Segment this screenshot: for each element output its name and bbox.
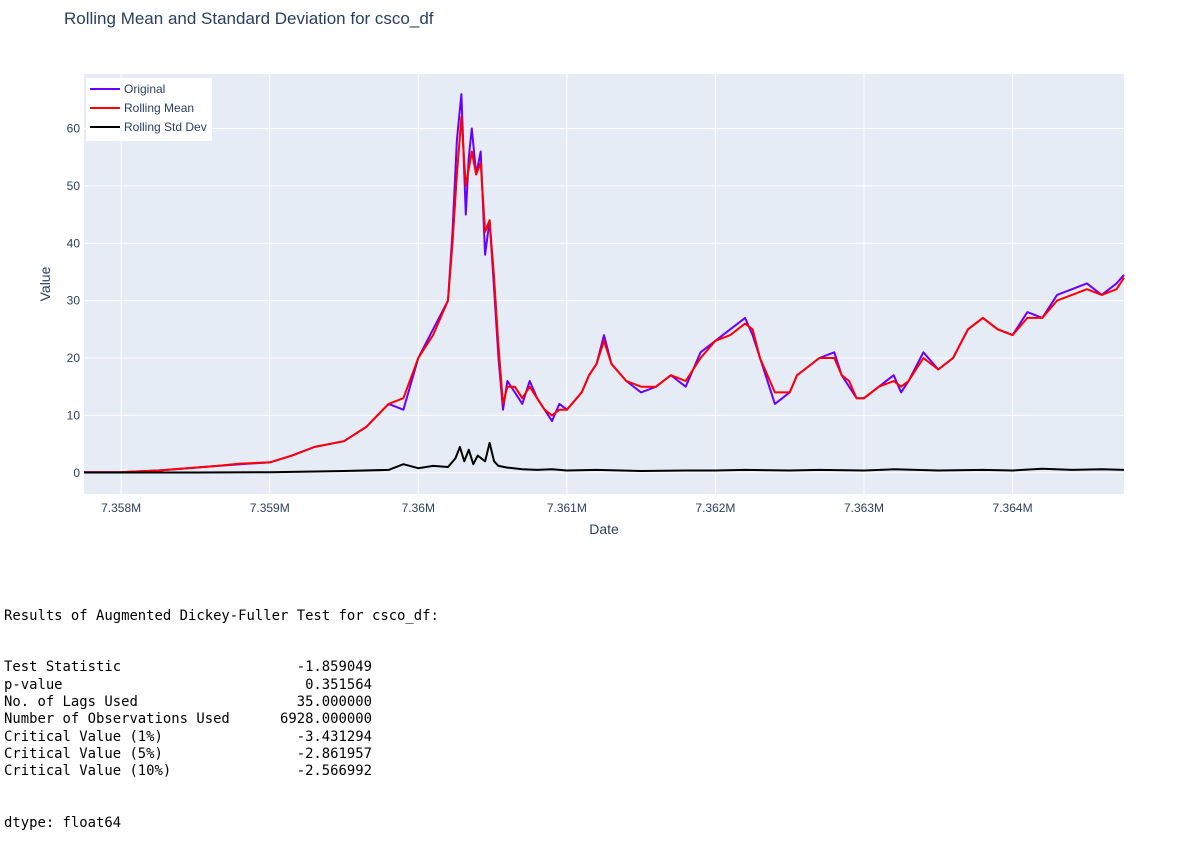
adf-row: Critical Value (10%) -2.566992	[4, 763, 372, 780]
y-tick-label: 40	[67, 236, 81, 250]
series-line-rolling-mean[interactable]	[84, 116, 1125, 474]
y-tick-label: 50	[67, 179, 81, 193]
y-tick-label: 60	[67, 122, 81, 136]
adf-row: No. of Lags Used 35.000000	[4, 694, 372, 711]
y-axis-title: Value	[37, 266, 53, 301]
adf-row: p-value 0.351564	[4, 676, 372, 693]
x-tick-label: 7.358M	[101, 501, 141, 515]
y-axis-ticks: 0 10 20 30 40 50 60	[67, 122, 81, 480]
adf-dtype: dtype: float64	[4, 815, 122, 832]
x-tick-label: 7.359M	[250, 501, 290, 515]
adf-row: Critical Value (5%) -2.861957	[4, 745, 372, 762]
chart: Rolling Mean and Standard Deviation for …	[37, 9, 1125, 537]
y-tick-label: 10	[67, 408, 81, 422]
x-axis-title: Date	[589, 521, 619, 537]
adf-row: Critical Value (1%) -3.431294	[4, 728, 372, 745]
series-line-rolling-std-dev[interactable]	[84, 441, 1125, 474]
adf-test-output: Results of Augmented Dickey-Fuller Test …	[4, 573, 439, 850]
legend-label-rolling-std-dev[interactable]: Rolling Std Dev	[124, 120, 207, 134]
legend-label-rolling-mean[interactable]: Rolling Mean	[124, 101, 194, 115]
x-tick-label: 7.362M	[695, 501, 735, 515]
x-tick-label: 7.361M	[547, 501, 587, 515]
y-tick-label: 0	[73, 466, 80, 480]
y-tick-label: 20	[67, 351, 81, 365]
plot-area[interactable]	[84, 74, 1124, 494]
x-tick-label: 7.36M	[402, 501, 435, 515]
x-tick-label: 7.364M	[993, 501, 1033, 515]
adf-row: Test Statistic -1.859049	[4, 659, 372, 676]
legend-label-original[interactable]: Original	[124, 82, 165, 96]
y-tick-label: 30	[67, 294, 81, 308]
adf-header: Results of Augmented Dickey-Fuller Test …	[4, 607, 439, 624]
legend[interactable]: Original Rolling Mean Rolling Std Dev	[86, 78, 212, 141]
series-lines	[84, 93, 1125, 474]
adf-row: Number of Observations Used 6928.000000	[4, 711, 372, 728]
adf-rows: Test Statistic -1.859049 p-value 0.351564…	[4, 659, 439, 780]
x-axis-ticks: 7.358M 7.359M 7.36M 7.361M 7.362M 7.363M 7.364…	[101, 501, 1032, 515]
x-tick-label: 7.363M	[844, 501, 884, 515]
chart-title: Rolling Mean and Standard Deviation for …	[64, 9, 434, 28]
grid-lines	[84, 74, 1124, 494]
